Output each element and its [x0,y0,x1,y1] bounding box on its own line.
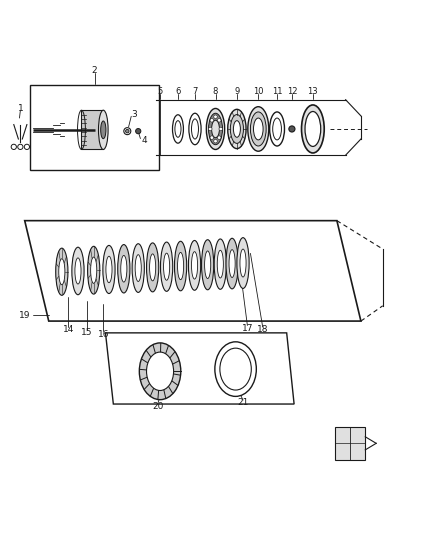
Text: 4: 4 [142,136,148,146]
Ellipse shape [56,248,68,295]
Ellipse shape [99,110,108,149]
Circle shape [217,136,221,139]
Ellipse shape [188,240,201,290]
Circle shape [208,127,212,131]
Text: 3: 3 [131,110,137,119]
Text: 10: 10 [253,87,264,96]
Text: 21: 21 [237,398,249,407]
Ellipse shape [139,343,181,400]
Ellipse shape [174,241,187,291]
Circle shape [214,140,217,143]
Ellipse shape [160,242,173,292]
Text: 1: 1 [18,104,23,113]
Circle shape [217,118,221,122]
Ellipse shape [163,253,170,280]
Bar [335,427,365,459]
Text: 9: 9 [234,87,240,96]
Ellipse shape [147,243,159,292]
FancyBboxPatch shape [81,110,103,149]
Ellipse shape [177,253,184,280]
Ellipse shape [175,120,181,138]
Circle shape [136,128,141,134]
Ellipse shape [214,239,226,289]
Ellipse shape [217,251,223,278]
Text: 18: 18 [257,325,268,334]
Ellipse shape [301,105,324,153]
Text: 11: 11 [272,87,283,96]
Text: 14: 14 [63,325,74,334]
Ellipse shape [101,121,106,139]
Ellipse shape [212,120,219,138]
Circle shape [18,144,23,149]
Text: 5: 5 [157,87,162,96]
Text: 17: 17 [242,324,253,333]
Circle shape [24,144,29,149]
Ellipse shape [91,257,97,284]
Circle shape [210,118,214,122]
Ellipse shape [72,247,84,295]
Ellipse shape [205,251,211,279]
Circle shape [124,128,131,135]
Text: 2: 2 [92,67,97,75]
Ellipse shape [103,245,115,294]
Ellipse shape [226,238,238,289]
Text: 13: 13 [307,87,318,96]
Text: 15: 15 [81,328,93,337]
Text: 16: 16 [98,330,109,338]
Ellipse shape [230,115,244,143]
Ellipse shape [240,249,246,277]
Circle shape [126,130,129,133]
Ellipse shape [191,119,198,139]
Ellipse shape [305,111,321,147]
Ellipse shape [75,258,81,284]
Circle shape [11,144,16,149]
Text: 12: 12 [286,87,297,96]
Ellipse shape [237,238,249,288]
Ellipse shape [228,109,246,149]
Ellipse shape [273,118,282,140]
Circle shape [219,127,223,131]
Ellipse shape [118,245,130,293]
Ellipse shape [248,107,269,151]
Text: 19: 19 [19,311,31,320]
Ellipse shape [270,112,285,146]
Text: 20: 20 [152,402,163,411]
Ellipse shape [189,113,201,144]
Ellipse shape [208,113,223,144]
Ellipse shape [132,244,145,293]
Ellipse shape [106,256,112,282]
Ellipse shape [206,108,225,149]
Text: 7: 7 [192,87,198,96]
Text: 8: 8 [213,87,218,96]
Ellipse shape [215,342,256,397]
Ellipse shape [173,115,184,143]
Ellipse shape [220,348,251,390]
Text: 6: 6 [175,87,180,96]
Ellipse shape [150,254,155,281]
Ellipse shape [251,112,266,146]
Ellipse shape [229,249,235,278]
Ellipse shape [201,240,214,290]
Ellipse shape [121,255,127,282]
Bar [30,85,159,171]
Circle shape [210,136,214,139]
Ellipse shape [254,118,263,140]
Ellipse shape [147,352,173,391]
Ellipse shape [233,120,240,138]
Circle shape [214,115,217,118]
Ellipse shape [135,255,141,281]
Ellipse shape [59,259,65,285]
Circle shape [289,126,295,132]
Ellipse shape [191,252,198,279]
Ellipse shape [88,246,100,294]
